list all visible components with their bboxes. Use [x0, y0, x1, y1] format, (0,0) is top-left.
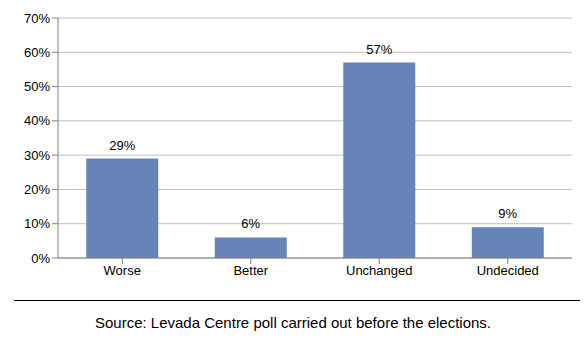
svg-text:10%: 10% — [24, 216, 50, 231]
svg-text:29%: 29% — [109, 138, 135, 153]
svg-text:20%: 20% — [24, 182, 50, 197]
html-text:Source: Levada Centre poll car: Source: Levada Centre poll carried out b… — [95, 314, 491, 331]
svg-text:Better: Better — [233, 263, 268, 278]
svg-text:9%: 9% — [498, 206, 517, 221]
svg-text:57%: 57% — [366, 42, 392, 57]
svg-text:40%: 40% — [24, 113, 50, 128]
svg-text:70%: 70% — [24, 11, 50, 26]
svg-text:50%: 50% — [24, 79, 50, 94]
svg-text:0%: 0% — [31, 251, 50, 266]
svg-text:Worse: Worse — [104, 263, 141, 278]
svg-text:60%: 60% — [24, 45, 50, 60]
svg-text:30%: 30% — [24, 148, 50, 163]
svg-text:Undecided: Undecided — [477, 263, 539, 278]
svg-text:6%: 6% — [241, 216, 260, 231]
svg-text:Unchanged: Unchanged — [346, 263, 413, 278]
